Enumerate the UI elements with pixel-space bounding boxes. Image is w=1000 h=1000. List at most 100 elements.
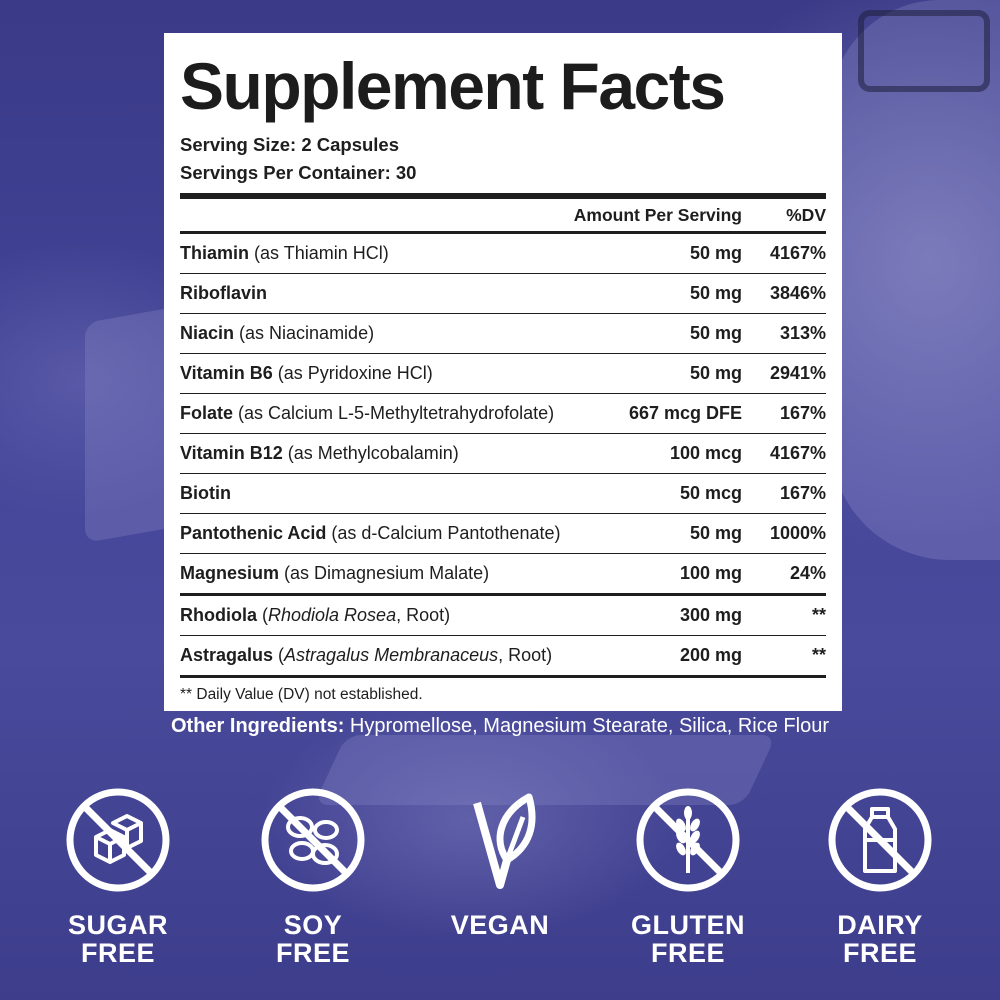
amount-cell: 667 mcg DFE: [628, 403, 742, 423]
badge-label-line2: FREE: [842, 938, 917, 968]
row-divider: [180, 635, 826, 636]
row-divider: [180, 473, 826, 474]
badge-vegan: VEGAN: [420, 775, 580, 939]
nutrient-name: Rhodiola: [180, 605, 257, 625]
table-row: Folate (as Calcium L-5-Methyltetrahydrof…: [180, 394, 826, 433]
nutrient-name: Vitamin B6: [180, 363, 273, 383]
badge-label-line2: FREE: [80, 938, 155, 968]
badge-label-line1: SOY: [283, 910, 343, 940]
dv-cell: 4167%: [769, 443, 826, 463]
serving-size: Serving Size: 2 Capsules: [180, 134, 400, 155]
badge-label-line1: SUGAR: [67, 910, 168, 940]
row-divider: [180, 553, 826, 554]
nutrient-name-cell: Vitamin B6 (as Pyridoxine HCl): [180, 363, 684, 384]
table-row: Rhodiola (Rhodiola Rosea, Root) 300 mg **: [180, 596, 826, 635]
nutrient-source-species: Astragalus Membranaceus: [284, 645, 499, 665]
supplement-facts-panel: Supplement Facts Serving Size: 2 Capsule…: [164, 33, 842, 711]
nutrient-name: Vitamin B12: [180, 443, 283, 463]
nutrient-name: Astragalus: [180, 645, 274, 665]
nutrient-source: (as Pyridoxine HCl): [272, 363, 433, 383]
nutrient-source: (as Niacinamide): [234, 323, 375, 343]
milk-bottle-prohibited-icon: [828, 788, 932, 892]
nutrient-name-cell: Biotin: [180, 483, 674, 504]
nutrient-name: Biotin: [180, 483, 231, 503]
nutrient-name-cell: Astragalus (Astragalus Membranaceus, Roo…: [180, 645, 674, 666]
dv-cell: **: [811, 605, 826, 625]
amount-cell: 50 mg: [689, 243, 742, 263]
header-amount: Amount Per Serving: [573, 204, 742, 225]
leaf-v-icon: [473, 793, 536, 889]
row-divider: [180, 393, 826, 394]
nutrient-name-cell: Rhodiola (Rhodiola Rosea, Root): [180, 605, 674, 626]
badge-soy-free: SOY FREE: [233, 775, 393, 967]
table-row: Pantothenic Acid (as d-Calcium Pantothen…: [180, 514, 826, 553]
dv-cell: 24%: [789, 563, 826, 583]
table-row: Niacin (as Niacinamide) 50 mg 313%: [180, 314, 826, 353]
badge-label-line2: FREE: [275, 938, 350, 968]
row-divider: [180, 433, 826, 434]
dv-cell: 313%: [779, 323, 826, 343]
section-divider: [180, 593, 826, 596]
header-divider: [180, 231, 826, 234]
nutrient-name: Pantothenic Acid: [180, 523, 327, 543]
badge-label-line1: VEGAN: [450, 910, 550, 940]
table-row: Vitamin B6 (as Pyridoxine HCl) 50 mg 2941%: [180, 354, 826, 393]
footnote: ** Daily Value (DV) not established.: [180, 686, 423, 703]
badge-label-line1: GLUTEN: [631, 910, 745, 940]
nutrient-source-open: (: [257, 605, 268, 625]
dv-cell: 1000%: [769, 523, 826, 543]
dv-cell: 4167%: [769, 243, 826, 263]
nutrient-source: (as Dimagnesium Malate): [279, 563, 490, 583]
amount-cell: 100 mcg: [669, 443, 742, 463]
table-row: Magnesium (as Dimagnesium Malate) 100 mg 2…: [180, 554, 826, 593]
row-divider: [180, 513, 826, 514]
badge-gluten-free: GLUTEN FREE: [608, 775, 768, 967]
panel-title: Supplement Facts: [180, 49, 726, 123]
table-row: Astragalus (Astragalus Membranaceus, Roo…: [180, 636, 826, 675]
nutrient-name: Magnesium: [180, 563, 280, 583]
header-dv: %DV: [786, 204, 826, 225]
dv-cell: **: [811, 645, 826, 665]
dv-cell: 3846%: [769, 283, 826, 303]
nutrient-source: (as d-Calcium Pantothenate): [326, 523, 561, 543]
nutrient-source-close: , Root): [396, 605, 451, 625]
nutrient-name: Thiamin: [180, 243, 250, 263]
amount-cell: 200 mg: [679, 645, 742, 665]
amount-cell: 50 mg: [689, 363, 742, 383]
nutrient-source: (as Calcium L-5-Methyltetrahydrofolate): [233, 403, 555, 423]
glasses-shape: [858, 10, 990, 92]
nutrient-name: Riboflavin: [180, 283, 268, 303]
sugar-cube-prohibited-icon: [66, 788, 170, 892]
table-row: Vitamin B12 (as Methylcobalamin) 100 mcg 4…: [180, 434, 826, 473]
nutrient-name-cell: Magnesium (as Dimagnesium Malate): [180, 563, 674, 584]
amount-cell: 50 mcg: [679, 483, 742, 503]
other-ingredients-text: Hypromellose, Magnesium Stearate, Silica…: [344, 715, 829, 737]
nutrient-name: Niacin: [180, 323, 235, 343]
nutrient-name-cell: Niacin (as Niacinamide): [180, 323, 684, 344]
person-shape: [830, 0, 1000, 560]
amount-cell: 50 mg: [689, 523, 742, 543]
soybean-prohibited-icon: [261, 788, 365, 892]
amount-cell: 50 mg: [689, 283, 742, 303]
nutrient-source-close: , Root): [498, 645, 553, 665]
row-divider: [180, 313, 826, 314]
nutrient-source-open: (: [273, 645, 285, 665]
nutrient-source: (as Thiamin HCl): [249, 243, 389, 263]
amount-cell: 300 mg: [679, 605, 742, 625]
row-divider: [180, 273, 826, 274]
thick-divider: [180, 193, 826, 199]
table-header: Amount Per Serving %DV: [180, 199, 826, 231]
badge-sugar-free: SUGAR FREE: [38, 775, 198, 967]
dv-cell: 167%: [779, 403, 826, 423]
table-row: Biotin 50 mcg 167%: [180, 474, 826, 513]
nutrient-source-species: Rhodiola Rosea: [268, 605, 397, 625]
nutrient-name-cell: Thiamin (as Thiamin HCl): [180, 243, 684, 264]
row-divider: [180, 353, 826, 354]
badge-label-line1: DAIRY: [837, 910, 923, 940]
nutrient-table: Thiamin (as Thiamin HCl) 50 mg 4167% Ribofl…: [180, 234, 826, 675]
badge-dairy-free: DAIRY FREE: [800, 775, 960, 967]
badge-label-line2: FREE: [650, 938, 725, 968]
other-ingredients-label: Other Ingredients:: [171, 715, 345, 737]
nutrient-name-cell: Vitamin B12 (as Methylcobalamin): [180, 443, 664, 464]
dv-cell: 167%: [779, 483, 826, 503]
